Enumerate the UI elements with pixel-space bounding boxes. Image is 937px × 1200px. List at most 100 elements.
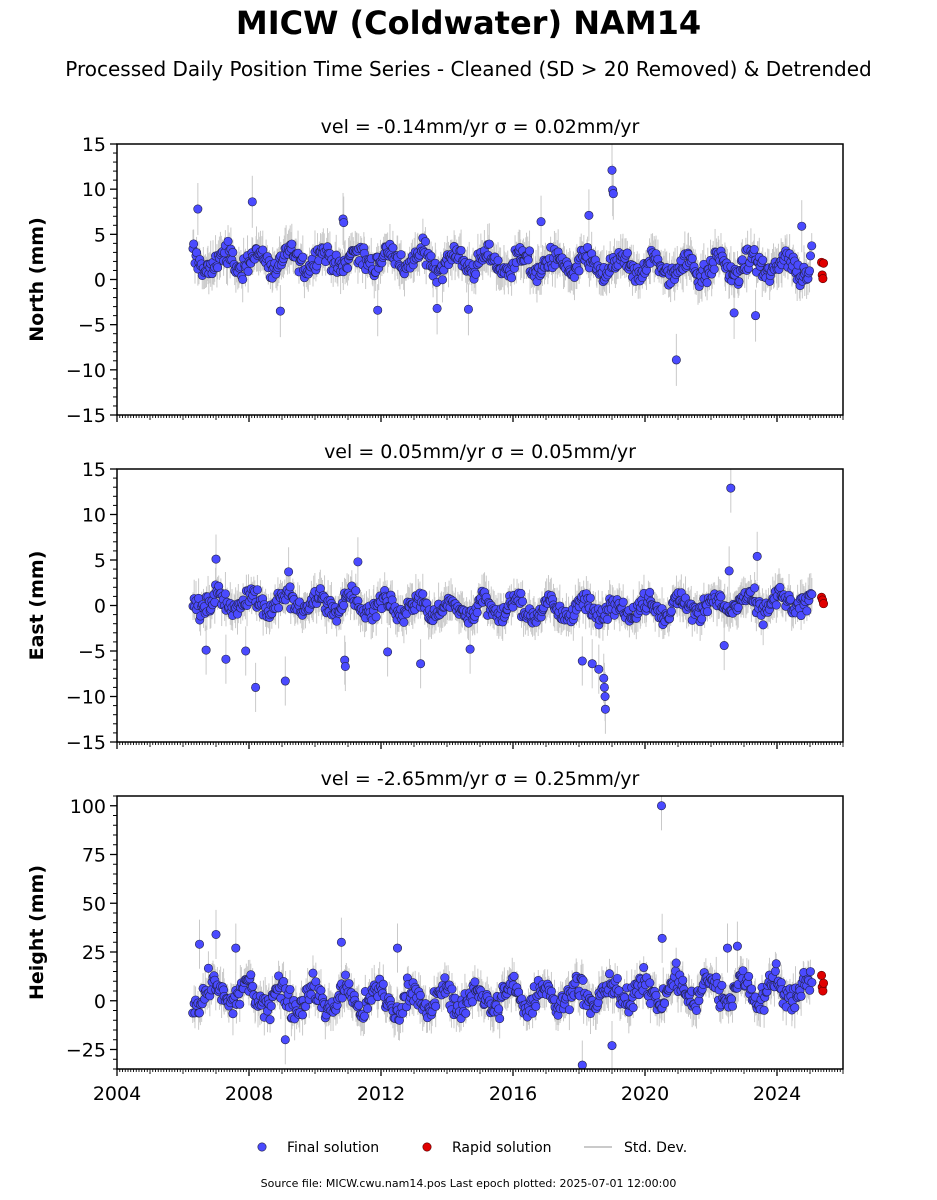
final-point-outlier [284, 567, 294, 577]
final-point [258, 245, 268, 255]
final-point-outlier [280, 1035, 290, 1045]
final-point [388, 243, 398, 253]
panel-north [110, 143, 844, 422]
final-point [484, 239, 494, 249]
final-point [604, 969, 614, 979]
panel-height [110, 795, 844, 1076]
final-point [431, 1001, 441, 1011]
final-point-outlier [600, 704, 610, 714]
final-point [758, 620, 768, 630]
panel-subtitle-height: vel = -2.65mm/yr σ = 0.25mm/yr [321, 768, 640, 790]
final-point [228, 247, 238, 257]
final-point [467, 997, 477, 1007]
final-point [287, 239, 297, 249]
final-point [771, 959, 781, 969]
rapid-points-height [817, 970, 829, 996]
final-point [806, 251, 816, 261]
final-point [343, 263, 353, 273]
final-point [494, 1004, 504, 1014]
final-point [758, 255, 768, 265]
final-point-outlier [729, 308, 739, 318]
final-point [285, 984, 295, 994]
ytick-label: 0 [94, 270, 106, 292]
final-point-outlier [211, 554, 221, 564]
final-point [692, 1005, 702, 1015]
final-point [399, 617, 409, 627]
final-point-outlier [607, 1041, 617, 1051]
final-point [332, 616, 342, 626]
final-point-outlier [193, 204, 203, 214]
final-point [415, 990, 425, 1000]
final-point [243, 266, 253, 276]
final-point [238, 274, 248, 284]
final-point [807, 589, 817, 599]
chart-title: MICW (Coldwater) NAM14 [235, 4, 702, 42]
final-point [298, 1010, 308, 1020]
final-point [805, 967, 815, 977]
final-point [472, 607, 482, 617]
xtick-label: 2008 [225, 1083, 273, 1105]
ytick-label: −10 [66, 360, 106, 382]
ytick-label: 5 [94, 224, 106, 246]
final-point-outlier [599, 673, 609, 683]
final-point [525, 246, 535, 256]
stddev-bars-height [192, 796, 813, 1069]
rapid-points-north [817, 257, 829, 284]
final-point [790, 1003, 800, 1013]
ylabel-north: North (mm) [26, 217, 48, 342]
final-point [493, 255, 503, 265]
rapid-point [819, 599, 829, 609]
final-point [308, 968, 318, 978]
final-points-north [188, 165, 817, 365]
ytick-label: 0 [94, 596, 106, 618]
legend-final-marker [257, 1142, 267, 1152]
plot-frame-height [116, 795, 844, 1070]
ytick-label: 50 [82, 893, 106, 915]
ytick-label: −5 [78, 641, 106, 663]
final-point [518, 596, 528, 606]
final-point [516, 588, 526, 598]
final-point [285, 582, 295, 592]
final-point [805, 985, 815, 995]
ytick-label: 75 [82, 845, 106, 867]
final-point [523, 255, 533, 265]
final-point [651, 990, 661, 1000]
final-point [252, 585, 262, 595]
final-point [223, 236, 233, 246]
final-point [235, 999, 245, 1009]
final-point [363, 1004, 373, 1014]
final-point-outlier [383, 647, 393, 657]
ytick-label: 10 [82, 179, 106, 201]
final-point [678, 975, 688, 985]
final-point [578, 975, 588, 985]
final-point [639, 963, 649, 973]
final-point-outlier [251, 682, 261, 692]
final-point [660, 998, 670, 1008]
final-point-outlier [247, 197, 257, 207]
ytick-label: 100 [70, 796, 106, 818]
rapid-point [817, 970, 827, 980]
final-point [447, 984, 457, 994]
final-point-outlier [752, 551, 762, 561]
final-point-outlier [340, 661, 350, 671]
final-point [203, 963, 213, 973]
final-point [456, 245, 466, 255]
rapid-point [818, 986, 828, 996]
final-point [770, 966, 780, 976]
legend-final-label: Final solution [287, 1140, 379, 1156]
final-point [351, 586, 361, 596]
final-point [807, 977, 817, 987]
final-point [509, 971, 519, 981]
final-point [426, 251, 436, 261]
xtick-label: 2016 [489, 1083, 537, 1105]
final-point [628, 1003, 638, 1013]
final-point [802, 606, 812, 616]
ytick-label: 15 [82, 134, 106, 156]
final-point-outlier [732, 941, 742, 951]
ytick-label: 10 [82, 505, 106, 527]
final-point [749, 245, 759, 255]
final-point [507, 273, 517, 283]
final-point [531, 1001, 541, 1011]
ytick-label: −5 [78, 315, 106, 337]
final-point-outlier [656, 801, 666, 811]
